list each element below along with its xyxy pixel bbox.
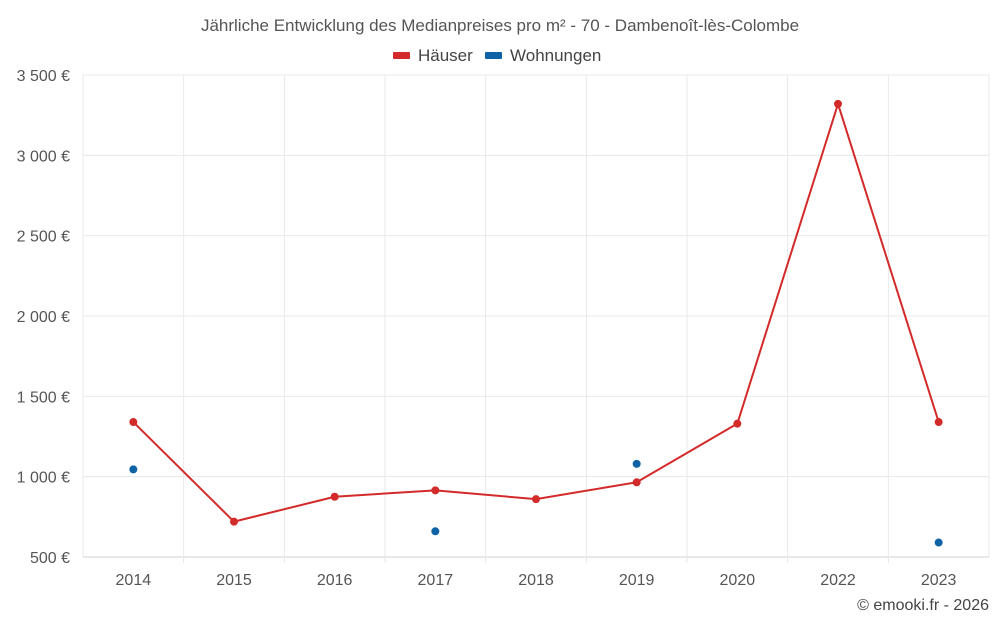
legend-swatch-haeuser [393, 52, 410, 59]
series-wohnungen [129, 459, 943, 547]
y-gridlines [83, 74, 989, 558]
x-tick-label: 2014 [116, 572, 152, 589]
x-tick-label: 2020 [720, 572, 756, 589]
legend-label-haeuser: Häuser [418, 46, 473, 65]
x-gridlines [82, 75, 990, 563]
data-point-haeuser-2018[interactable] [532, 495, 540, 504]
x-tick-label: 2019 [619, 572, 655, 589]
data-point-haeuser-2017[interactable] [431, 486, 440, 495]
legend-label-wohnungen: Wohnungen [510, 46, 601, 65]
data-point-wohnungen-2014[interactable] [129, 465, 138, 474]
data-point-haeuser-2019[interactable] [632, 478, 641, 487]
y-tick-label: 2 000 € [17, 309, 70, 326]
y-tick-label: 1 500 € [17, 389, 70, 406]
data-point-wohnungen-2019[interactable] [632, 459, 641, 468]
data-point-haeuser-2023[interactable] [934, 418, 943, 427]
data-point-haeuser-2016[interactable] [330, 492, 339, 501]
y-tick-label: 2 500 € [17, 229, 70, 246]
x-tick-label: 2016 [317, 572, 353, 589]
x-tick-label: 2018 [518, 572, 554, 589]
data-point-wohnungen-2017[interactable] [431, 527, 440, 536]
series-line-haeuser [132, 102, 940, 523]
x-tick-label: 2023 [921, 572, 957, 589]
y-tick-label: 3 500 € [17, 68, 70, 85]
y-tick-label: 500 € [30, 550, 70, 567]
data-point-haeuser-2015[interactable] [230, 517, 238, 526]
series-haeuser [129, 99, 943, 526]
legend-item-haeuser[interactable]: Häuser [393, 46, 473, 65]
data-point-wohnungen-2023[interactable] [934, 538, 943, 547]
x-axis-labels: 2014 2015 2016 2017 2018 2019 2020 2022 2023 [116, 572, 957, 589]
legend-item-wohnungen[interactable]: Wohnungen [485, 46, 601, 65]
data-point-haeuser-2014[interactable] [129, 418, 138, 427]
y-axis-labels: 500 € 1 000 € 1 500 € 2 000 € 2 500 € 3 000 €… [17, 68, 70, 567]
series-layer [129, 99, 943, 547]
credit-text: © emooki.fr - 2026 [857, 597, 989, 614]
data-point-haeuser-2022[interactable] [834, 99, 842, 108]
legend[interactable]: Häuser Wohnungen [393, 46, 601, 65]
legend-swatch-wohnungen [485, 52, 502, 59]
y-tick-label: 3 000 € [17, 148, 70, 165]
x-tick-label: 2022 [820, 572, 856, 589]
data-point-haeuser-2020[interactable] [733, 419, 742, 428]
chart-title: Jährliche Entwicklung des Medianpreises … [201, 16, 799, 35]
y-tick-label: 1 000 € [17, 470, 70, 487]
x-tick-label: 2015 [216, 572, 252, 589]
x-tick-label: 2017 [418, 572, 454, 589]
